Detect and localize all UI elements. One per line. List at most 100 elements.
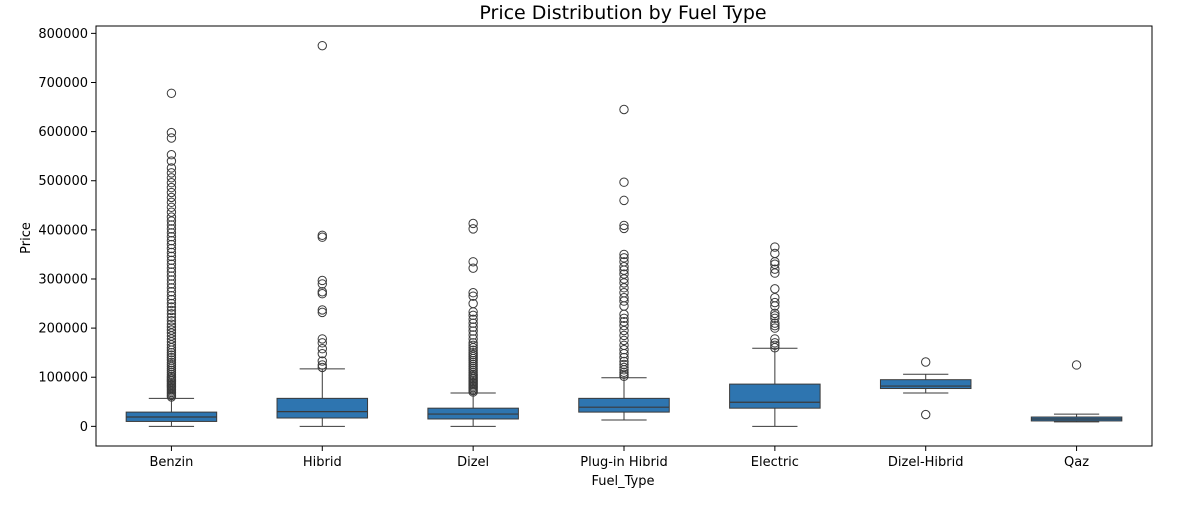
plot-area	[125, 40, 1123, 427]
outlier-point	[317, 289, 327, 299]
outlier-point	[317, 305, 327, 315]
outlier-point	[468, 263, 478, 273]
outlier-point	[166, 182, 177, 193]
outlier-point	[770, 334, 780, 344]
outlier-point	[770, 320, 780, 331]
outlier-point	[166, 322, 177, 332]
y-tick-label: 0	[80, 420, 88, 435]
outlier-point	[619, 249, 629, 260]
outlier-point	[166, 133, 177, 143]
outlier-point	[317, 279, 327, 289]
outlier-point	[166, 163, 177, 173]
outlier-point	[166, 239, 177, 250]
outlier-point	[166, 355, 177, 365]
outlier-point	[317, 338, 327, 348]
outlier-point	[770, 297, 780, 308]
x-tick-label: Benzin	[150, 455, 194, 470]
x-axis: Benzin Hibrid Dizel Plug-in Hibrid Electric D…	[150, 446, 1089, 470]
outlier-point	[166, 224, 177, 234]
outlier-point	[317, 344, 327, 354]
outlier-point	[468, 338, 478, 348]
outlier-point	[166, 178, 177, 188]
outlier-point	[166, 202, 177, 212]
outlier-point	[619, 340, 629, 350]
outlier-point	[317, 348, 327, 359]
outlier-point	[166, 207, 177, 217]
outlier-point	[166, 232, 177, 242]
outlier-point	[166, 287, 177, 297]
x-tick-label: Plug-in Hibrid	[580, 455, 667, 470]
outlier-point	[619, 292, 629, 303]
outlier-point	[770, 323, 780, 333]
outlier-point	[468, 334, 478, 344]
outlier-point	[770, 318, 780, 328]
outlier-point	[166, 271, 177, 281]
outlier-point	[619, 320, 629, 331]
outlier-point	[619, 335, 629, 346]
y-axis-title: Price	[19, 222, 34, 254]
outlier-point	[468, 318, 478, 328]
outlier-point	[468, 291, 478, 301]
outlier-point	[166, 243, 177, 254]
outlier-point	[619, 313, 629, 323]
outlier-point	[770, 313, 780, 323]
outlier-point	[619, 195, 629, 206]
outlier-point	[166, 279, 177, 289]
outlier-point	[166, 350, 177, 360]
x-tick-label: Electric	[751, 455, 799, 470]
outlier-point	[166, 259, 177, 269]
outlier-point	[166, 294, 177, 305]
outlier-point	[166, 220, 177, 230]
outlier-point	[770, 259, 780, 269]
outlier-point	[166, 275, 177, 285]
y-tick-label: 200000	[38, 322, 88, 337]
outlier-point	[619, 301, 629, 311]
outlier-point	[770, 340, 780, 350]
outlier-point	[468, 257, 478, 267]
outlier-point	[619, 330, 629, 341]
outlier-point	[770, 292, 780, 303]
outlier-point	[166, 312, 177, 322]
outlier-point	[619, 177, 629, 187]
outlier-point	[166, 212, 177, 222]
outlier-point	[619, 283, 629, 293]
outlier-point	[166, 309, 177, 319]
outlier-point	[166, 88, 177, 98]
outlier-point	[770, 248, 780, 259]
iqr-box	[276, 397, 369, 419]
outlier-point	[619, 223, 629, 234]
outlier-point	[317, 287, 327, 297]
outlier-point	[619, 345, 629, 355]
outlier-point	[317, 230, 327, 240]
outlier-point	[166, 347, 177, 358]
outlier-point	[619, 288, 629, 298]
outlier-point	[166, 197, 177, 208]
outlier-point	[770, 338, 780, 348]
x-tick-label: Hibrid	[303, 455, 342, 470]
outlier-point	[468, 347, 478, 358]
y-tick-label: 300000	[38, 272, 88, 287]
outlier-point	[468, 288, 478, 298]
outlier-point	[317, 307, 327, 318]
outlier-point	[166, 267, 177, 277]
box-group	[879, 357, 972, 420]
outlier-point	[166, 305, 177, 316]
outlier-point	[619, 325, 629, 336]
outlier-point	[770, 284, 780, 294]
outlier-point	[468, 345, 478, 355]
outlier-point	[166, 357, 177, 368]
y-tick-label: 100000	[38, 371, 88, 386]
x-tick-label: Qaz	[1064, 455, 1089, 470]
outlier-point	[468, 218, 478, 229]
outlier-point	[166, 251, 177, 262]
outlier-point	[166, 283, 177, 293]
iqr-box	[879, 379, 972, 390]
outlier-point	[166, 255, 177, 266]
y-tick-label: 800000	[38, 27, 88, 42]
iqr-box	[729, 383, 821, 409]
outlier-point	[166, 192, 177, 203]
outlier-point	[166, 302, 177, 312]
y-tick-label: 500000	[38, 174, 88, 189]
